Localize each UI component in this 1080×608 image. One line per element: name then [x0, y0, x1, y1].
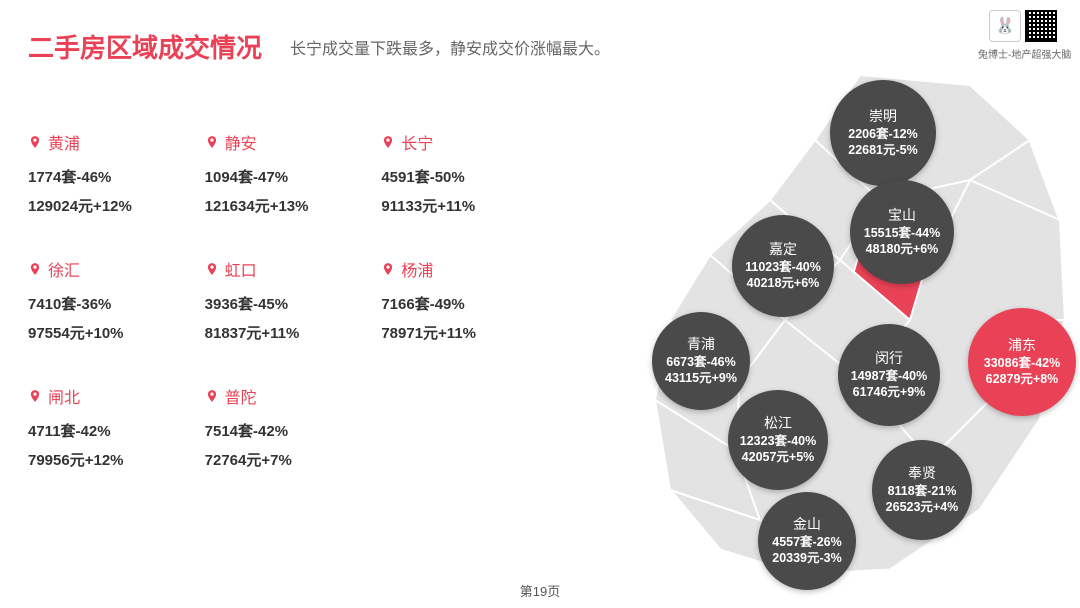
map-bubble: 奉贤8118套-21%26523元+4% — [872, 440, 972, 540]
location-pin-icon — [28, 260, 42, 278]
district-item: 杨浦 7166套-49%78971元+11% — [381, 257, 548, 348]
district-grid: 黄浦 1774套-46%129024元+12% 静安 1094套-47%121634元… — [28, 130, 548, 475]
location-pin-icon — [205, 133, 219, 151]
bubble-volume: 14987套-40% — [851, 368, 927, 385]
map-bubble: 金山4557套-26%20339元-3% — [758, 492, 856, 590]
map-area: 崇明2206套-12%22681元-5%宝山15515套-44%48180元+6… — [560, 60, 1080, 590]
district-volume: 7166套-49% — [381, 291, 548, 320]
bubble-price: 26523元+4% — [886, 499, 959, 516]
map-bubble: 嘉定11023套-40%40218元+6% — [732, 215, 834, 317]
location-pin-icon — [381, 260, 395, 278]
district-name: 徐汇 — [48, 257, 80, 281]
bubble-volume: 6673套-46% — [666, 354, 736, 371]
district-price: 121634元+13% — [205, 193, 372, 222]
bubble-volume: 2206套-12% — [848, 126, 918, 143]
bubble-name: 崇明 — [869, 107, 897, 126]
bubble-volume: 33086套-42% — [984, 355, 1060, 372]
district-name: 普陀 — [225, 384, 257, 408]
bubble-name: 嘉定 — [769, 240, 797, 259]
location-pin-icon — [381, 133, 395, 151]
district-name: 虹口 — [225, 257, 257, 281]
location-pin-icon — [205, 387, 219, 405]
bubble-name: 松江 — [764, 414, 792, 433]
district-volume: 7410套-36% — [28, 291, 195, 320]
district-header: 闸北 — [28, 384, 195, 408]
bubble-price: 43115元+9% — [665, 370, 737, 387]
district-item: 闸北 4711套-42%79956元+12% — [28, 384, 195, 475]
brand-block: 🐰 兔博士-地产超强大脑 — [978, 10, 1068, 61]
district-header: 杨浦 — [381, 257, 548, 281]
map-bubble: 崇明2206套-12%22681元-5% — [830, 80, 936, 186]
district-price: 72764元+7% — [205, 447, 372, 476]
bubble-price: 62879元+8% — [986, 371, 1059, 388]
bubble-name: 金山 — [793, 515, 821, 534]
bubble-volume: 12323套-40% — [740, 433, 816, 450]
bubble-volume: 8118套-21% — [888, 483, 957, 500]
district-header: 虹口 — [205, 257, 372, 281]
district-price: 78971元+11% — [381, 320, 548, 349]
district-header: 长宁 — [381, 130, 548, 154]
map-bubble: 宝山15515套-44%48180元+6% — [850, 180, 954, 284]
bubble-name: 宝山 — [888, 206, 916, 225]
district-name: 黄浦 — [48, 130, 80, 154]
bubble-name: 青浦 — [687, 335, 715, 354]
district-item: 长宁 4591套-50%91133元+11% — [381, 130, 548, 221]
district-price: 79956元+12% — [28, 447, 195, 476]
map-bubble: 闵行14987套-40%61746元+9% — [838, 324, 940, 426]
district-header: 徐汇 — [28, 257, 195, 281]
bubble-name: 浦东 — [1008, 336, 1036, 355]
header: 二手房区域成交情况 长宁成交量下跌最多，静安成交价涨幅最大。 — [28, 28, 610, 65]
bubble-price: 61746元+9% — [853, 384, 926, 401]
district-item: 黄浦 1774套-46%129024元+12% — [28, 130, 195, 221]
bubble-name: 奉贤 — [908, 464, 936, 483]
location-pin-icon — [205, 260, 219, 278]
district-item: 静安 1094套-47%121634元+13% — [205, 130, 372, 221]
district-item: 普陀 7514套-42%72764元+7% — [205, 384, 372, 475]
page-title: 二手房区域成交情况 — [28, 28, 262, 65]
map-bubble: 松江12323套-40%42057元+5% — [728, 390, 828, 490]
district-item: 虹口 3936套-45%81837元+11% — [205, 257, 372, 348]
bubble-price: 22681元-5% — [848, 142, 918, 159]
map-bubble: 浦东33086套-42%62879元+8% — [968, 308, 1076, 416]
district-name: 静安 — [225, 130, 257, 154]
page-number: 第19页 — [520, 581, 560, 600]
district-price: 129024元+12% — [28, 193, 195, 222]
bubble-name: 闵行 — [875, 349, 903, 368]
district-volume: 4711套-42% — [28, 418, 195, 447]
district-price: 97554元+10% — [28, 320, 195, 349]
bubble-price: 48180元+6% — [866, 241, 939, 258]
bubble-price: 42057元+5% — [742, 449, 815, 466]
district-header: 静安 — [205, 130, 372, 154]
district-name: 长宁 — [401, 130, 433, 154]
district-name: 杨浦 — [401, 257, 433, 281]
district-volume: 7514套-42% — [205, 418, 372, 447]
district-volume: 1774套-46% — [28, 164, 195, 193]
district-volume: 1094套-47% — [205, 164, 372, 193]
district-name: 闸北 — [48, 384, 80, 408]
location-pin-icon — [28, 133, 42, 151]
district-header: 普陀 — [205, 384, 372, 408]
location-pin-icon — [28, 387, 42, 405]
brand-logo-icon: 🐰 — [989, 10, 1021, 42]
bubble-price: 20339元-3% — [772, 550, 842, 567]
brand-caption: 兔博士-地产超强大脑 — [978, 46, 1068, 61]
page-subtitle: 长宁成交量下跌最多，静安成交价涨幅最大。 — [290, 35, 610, 59]
bubble-volume: 15515套-44% — [864, 225, 940, 242]
bubble-volume: 11023套-40% — [745, 259, 821, 276]
bubble-volume: 4557套-26% — [772, 534, 842, 551]
district-volume: 4591套-50% — [381, 164, 548, 193]
qr-code-icon — [1025, 10, 1057, 42]
bubble-price: 40218元+6% — [747, 275, 820, 292]
district-volume: 3936套-45% — [205, 291, 372, 320]
map-bubble: 青浦6673套-46%43115元+9% — [652, 312, 750, 410]
district-price: 91133元+11% — [381, 193, 548, 222]
district-price: 81837元+11% — [205, 320, 372, 349]
district-header: 黄浦 — [28, 130, 195, 154]
district-item: 徐汇 7410套-36%97554元+10% — [28, 257, 195, 348]
